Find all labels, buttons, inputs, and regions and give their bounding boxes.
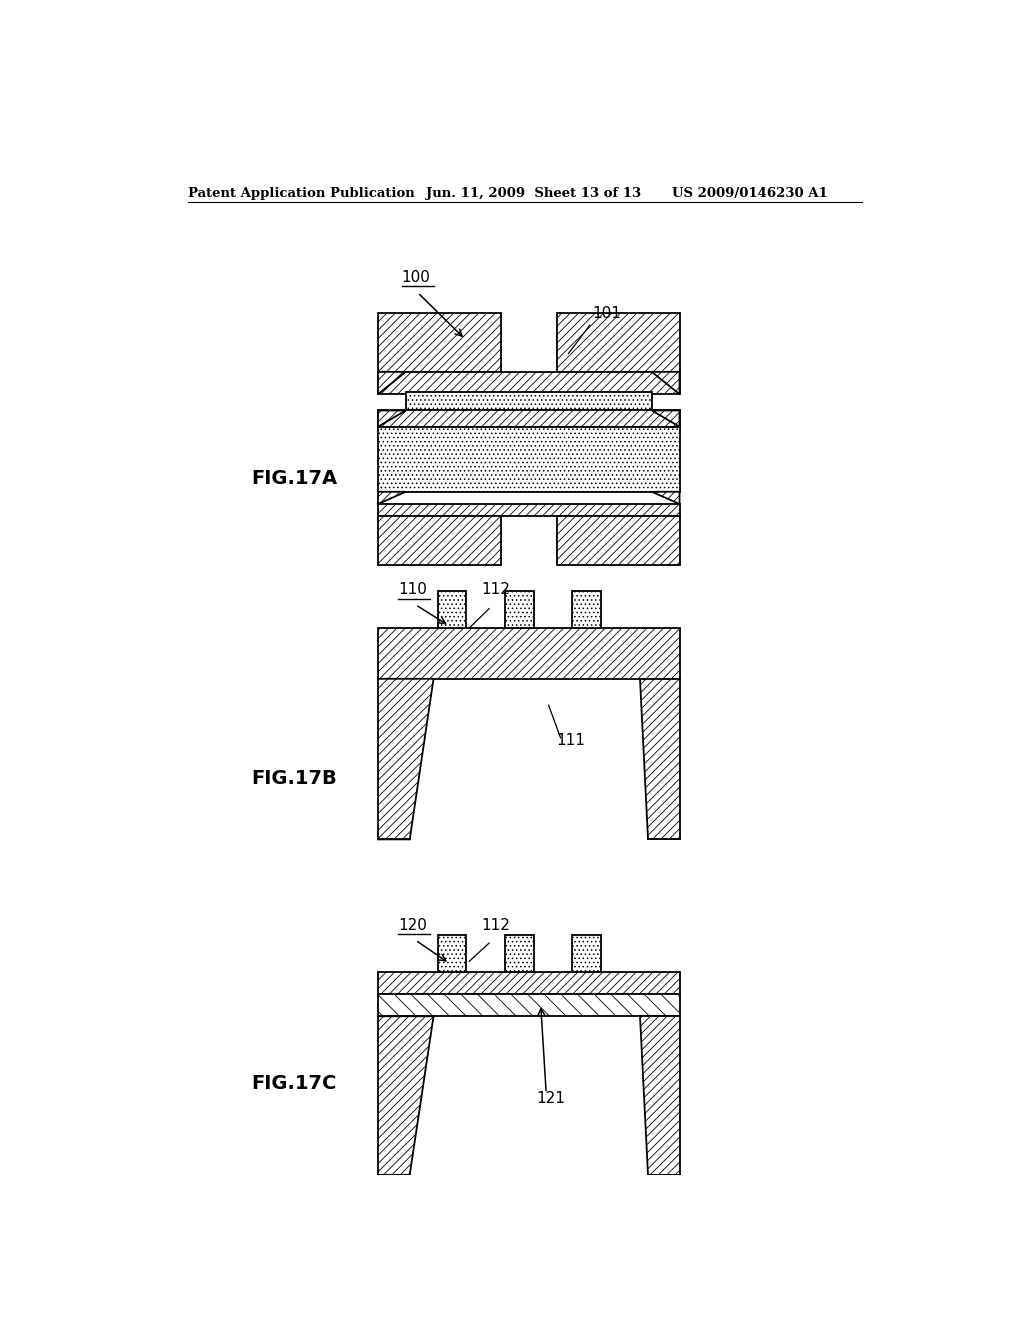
Text: FIG.17B: FIG.17B	[251, 770, 337, 788]
Bar	[378, 426, 680, 492]
Bar	[378, 372, 680, 395]
Polygon shape	[378, 411, 406, 426]
Text: 120: 120	[397, 917, 427, 933]
Bar	[572, 591, 601, 628]
Polygon shape	[652, 372, 680, 395]
Bar	[572, 935, 601, 972]
Polygon shape	[652, 492, 680, 504]
Polygon shape	[378, 1016, 433, 1175]
Bar	[557, 516, 680, 565]
Bar	[378, 972, 680, 994]
Polygon shape	[652, 411, 680, 426]
Text: 112: 112	[481, 582, 510, 598]
Bar	[437, 591, 466, 628]
Bar	[378, 628, 680, 678]
Text: 110: 110	[397, 582, 427, 598]
Bar	[378, 411, 680, 426]
Text: 100: 100	[401, 271, 431, 285]
Bar	[378, 994, 680, 1016]
Bar	[437, 935, 466, 972]
Text: FIG.17C: FIG.17C	[251, 1074, 336, 1093]
Text: Patent Application Publication: Patent Application Publication	[187, 187, 415, 201]
Bar	[505, 935, 534, 972]
Bar	[406, 392, 651, 411]
Text: 111: 111	[557, 733, 586, 748]
Polygon shape	[378, 678, 433, 840]
Text: FIG.17A: FIG.17A	[251, 469, 337, 488]
Polygon shape	[640, 1016, 680, 1175]
Bar	[378, 313, 501, 372]
Bar	[378, 504, 680, 516]
Bar	[557, 313, 680, 372]
Polygon shape	[378, 372, 406, 395]
Text: 121: 121	[537, 1090, 565, 1106]
Text: 112: 112	[481, 917, 510, 933]
Text: Jun. 11, 2009  Sheet 13 of 13: Jun. 11, 2009 Sheet 13 of 13	[426, 187, 641, 201]
Bar	[505, 591, 534, 628]
Bar	[378, 516, 501, 565]
Text: 101: 101	[592, 306, 622, 321]
Text: US 2009/0146230 A1: US 2009/0146230 A1	[672, 187, 827, 201]
Polygon shape	[378, 492, 406, 504]
Polygon shape	[640, 678, 680, 840]
